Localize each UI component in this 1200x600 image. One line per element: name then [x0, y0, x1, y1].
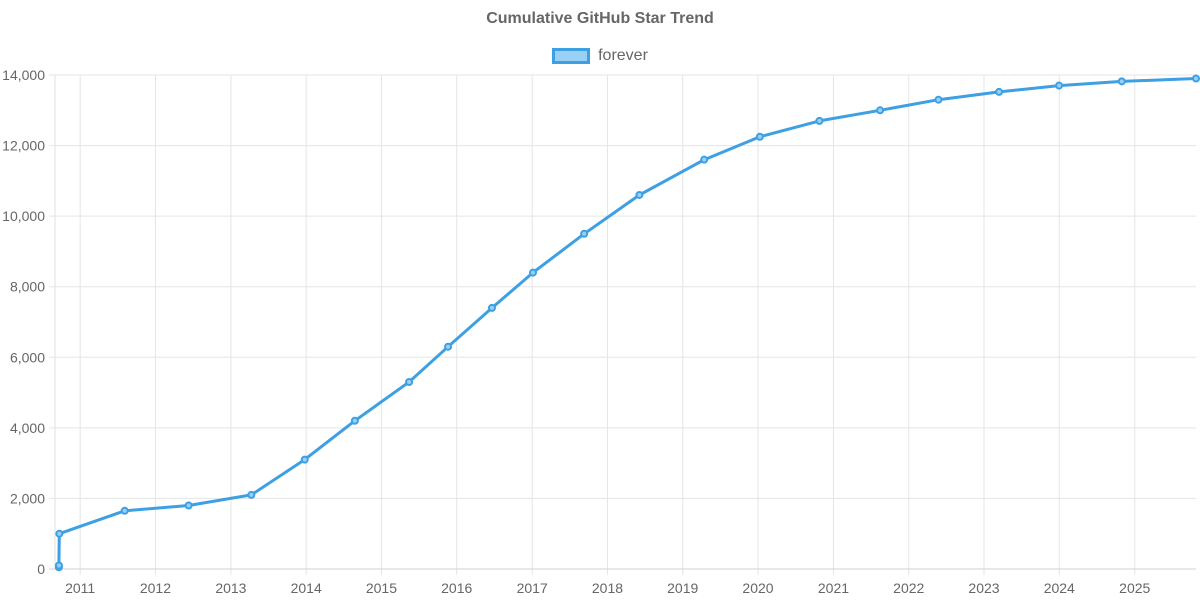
x-tick-label: 2025 — [1119, 580, 1150, 596]
data-point — [120, 506, 129, 515]
x-tick-label: 2016 — [441, 580, 472, 596]
y-tick-label: 12,000 — [2, 138, 45, 154]
data-point — [1055, 81, 1064, 90]
data-point — [54, 561, 63, 570]
x-tick-label: 2022 — [893, 580, 924, 596]
data-point — [1117, 77, 1126, 86]
x-tick-label: 2023 — [968, 580, 999, 596]
data-point — [350, 416, 359, 425]
series-line — [57, 77, 1198, 569]
data-point — [55, 529, 64, 538]
legend[interactable]: forever — [0, 47, 1200, 65]
x-tick-label: 2013 — [215, 580, 246, 596]
data-point — [444, 342, 453, 351]
data-point — [995, 87, 1004, 96]
data-point — [1192, 74, 1200, 83]
chart-title: Cumulative GitHub Star Trend — [486, 10, 714, 27]
data-point — [300, 455, 309, 464]
y-tick-label: 6,000 — [10, 349, 45, 365]
legend-swatch[interactable] — [552, 48, 591, 64]
y-tick-label: 0 — [37, 561, 45, 577]
y-tick-label: 8,000 — [10, 279, 45, 295]
data-point — [755, 132, 764, 141]
y-tick-label: 4,000 — [10, 420, 45, 436]
data-point — [876, 106, 885, 115]
x-tick-label: 2019 — [667, 580, 698, 596]
data-point — [700, 155, 709, 164]
x-tick-label: 2011 — [65, 580, 95, 596]
x-tick-label: 2012 — [140, 580, 171, 596]
y-tick-label: 10,000 — [2, 208, 45, 224]
data-point — [529, 268, 538, 277]
x-tick-label: 2024 — [1044, 580, 1075, 596]
y-tick-label: 14,000 — [2, 67, 45, 83]
data-point — [405, 377, 414, 386]
data-point — [815, 116, 824, 125]
data-point — [635, 190, 644, 199]
data-point — [184, 501, 193, 510]
x-tick-label: 2020 — [742, 580, 773, 596]
x-tick-label: 2015 — [366, 580, 397, 596]
data-point — [487, 303, 496, 312]
legend-label[interactable]: forever — [598, 47, 648, 64]
data-point — [934, 95, 943, 104]
data-point — [580, 229, 589, 238]
x-tick-label: 2018 — [592, 580, 623, 596]
x-tick-label: 2021 — [818, 580, 849, 596]
data-point — [247, 490, 256, 499]
y-tick-label: 2,000 — [10, 490, 45, 506]
x-tick-label: 2017 — [517, 580, 548, 596]
x-tick-label: 2014 — [291, 580, 322, 596]
